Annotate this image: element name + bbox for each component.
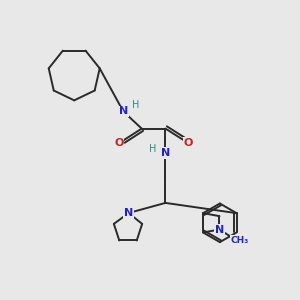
Text: CH₃: CH₃ (230, 236, 249, 245)
Text: N: N (161, 148, 170, 158)
Text: H: H (149, 143, 157, 154)
Text: N: N (124, 208, 133, 218)
Text: H: H (132, 100, 140, 110)
Text: O: O (184, 138, 193, 148)
Text: N: N (118, 106, 128, 116)
Text: N: N (215, 224, 224, 235)
Text: O: O (114, 138, 124, 148)
